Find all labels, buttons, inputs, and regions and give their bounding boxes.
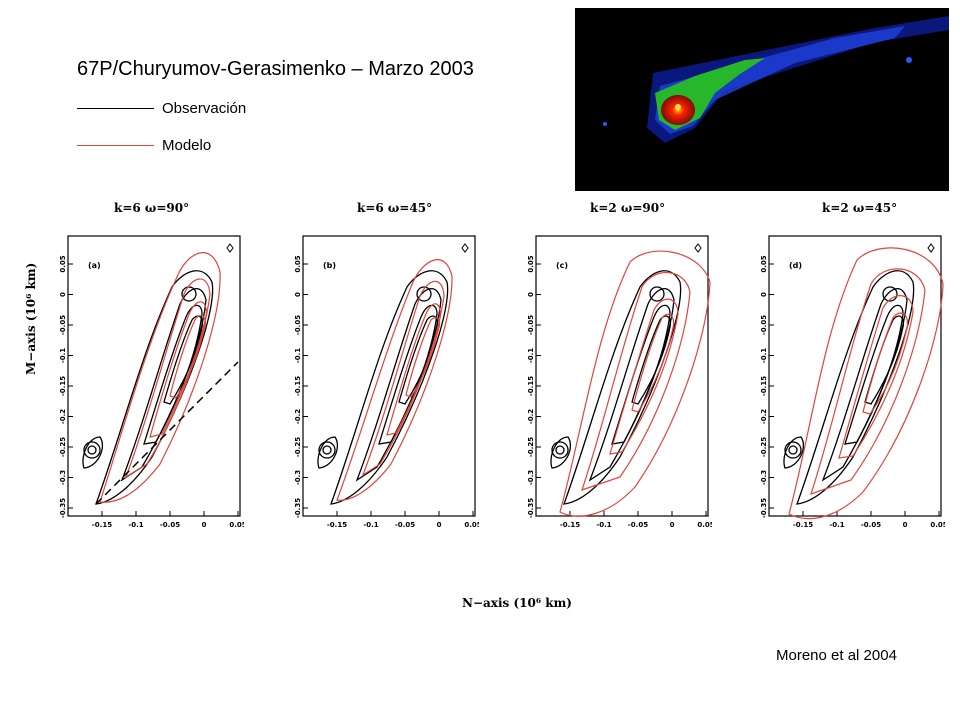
y-tick-label: -0.25 [59, 437, 67, 457]
y-tick-label: -0.35 [760, 498, 768, 518]
x-tick-label: -0.1 [829, 521, 844, 529]
plot-frame [768, 235, 942, 517]
y-tick-label: 0 [760, 292, 768, 297]
x-tick-label: -0.15 [92, 521, 112, 529]
x-tick-label: -0.05 [395, 521, 415, 529]
y-tick-label: -0.3 [760, 470, 768, 485]
y-tick-label: 0 [59, 292, 67, 297]
contour-panel-c: 0.05 0 -0.05 -0.1 -0.15 -0.2 -0.25 -0.3 -0.35 -0.… [527, 235, 712, 529]
y-tick-label: -0.1 [760, 348, 768, 363]
comet-image [575, 8, 949, 191]
y-tick-label: -0.35 [59, 498, 67, 518]
y-tick-label: -0.2 [760, 409, 768, 424]
y-tick-label: -0.1 [294, 348, 302, 363]
x-tick-label: 0.05 [697, 521, 712, 529]
x-tick-label: 0 [202, 521, 207, 529]
corner-marker [694, 243, 702, 253]
panel-d-heading: k=2 ω=45° [822, 201, 898, 215]
x-tick-label: -0.05 [861, 521, 881, 529]
legend-observation: Observación [77, 98, 246, 118]
y-axis-label: M−axis (10⁶ km) [24, 262, 38, 375]
model-contours-a [99, 252, 221, 503]
panel-a-tag: (a) [88, 261, 101, 270]
panel-b-tag: (b) [323, 261, 336, 270]
legend-observation-line [77, 107, 154, 109]
y-tick-label: -0.35 [294, 498, 302, 518]
model-contours-b [336, 259, 453, 501]
y-tick-label: -0.25 [527, 437, 535, 457]
y-tick-label: -0.35 [527, 498, 535, 518]
y-tick-label: -0.2 [294, 409, 302, 424]
x-tick-label: -0.05 [160, 521, 180, 529]
x-tick-label: 0 [670, 521, 675, 529]
y-tick-label: -0.3 [294, 470, 302, 485]
y-tick-label: -0.3 [59, 470, 67, 485]
panel-a-heading: k=6 ω=90° [114, 201, 190, 215]
plot-frame [302, 235, 476, 517]
contour-panel-d: 0.05 0 -0.05 -0.1 -0.15 -0.2 -0.25 -0.3 -0.35 -0.… [760, 235, 945, 529]
legend-model-label: Modelo [162, 136, 212, 154]
x-tick-label: -0.15 [560, 521, 580, 529]
contour-panel-b: 0.05 0 -0.05 -0.1 -0.15 -0.2 -0.25 -0.3 -0.35 -0.… [294, 235, 479, 529]
x-tick-label: -0.1 [363, 521, 378, 529]
corner-marker [927, 243, 935, 253]
y-tick-label: -0.15 [294, 376, 302, 396]
y-tick-label: -0.1 [59, 348, 67, 363]
x-tick-label: 0.05 [229, 521, 244, 529]
x-tick-label: -0.1 [128, 521, 143, 529]
x-tick-label: 0 [437, 521, 442, 529]
x-tick-label: -0.15 [327, 521, 347, 529]
x-axis-label: N−axis (10⁶ km) [462, 596, 572, 610]
panel-c-tag: (c) [556, 261, 568, 270]
citation: Moreno et al 2004 [776, 647, 897, 664]
dashed-line-a [95, 361, 239, 505]
y-tick-label: -0.3 [527, 470, 535, 485]
x-tick-label: 0 [903, 521, 908, 529]
plot-frame [535, 235, 709, 517]
y-tick-label: 0.05 [527, 255, 535, 272]
y-tick-label: -0.2 [527, 409, 535, 424]
panel-d-tag: (d) [789, 261, 802, 270]
contour-panel-a: 0.05 0 -0.05 -0.1 -0.15 -0.2 -0.25 -0.3 -0.35 -0.… [59, 235, 244, 529]
plot-frame [67, 235, 241, 517]
observation-contours-d [783, 270, 915, 505]
legend-model-line [77, 144, 154, 146]
legend-observation-label: Observación [162, 99, 247, 117]
y-tick-label: 0.05 [294, 255, 302, 272]
corner-marker [461, 243, 469, 253]
x-tick-label: -0.1 [596, 521, 611, 529]
panel-b-heading: k=6 ω=45° [357, 201, 433, 215]
panel-c-heading: k=2 ω=90° [590, 201, 666, 215]
x-tick-label: -0.05 [628, 521, 648, 529]
y-tick-label: 0.05 [59, 255, 67, 272]
x-tick-label: 0.05 [464, 521, 479, 529]
model-contours-c [559, 250, 711, 517]
corner-marker [226, 243, 234, 253]
y-tick-label: 0 [527, 292, 535, 297]
y-tick-label: -0.05 [294, 315, 302, 335]
y-tick-label: -0.25 [294, 437, 302, 457]
y-tick-label: 0.05 [760, 255, 768, 272]
y-tick-label: -0.05 [760, 315, 768, 335]
y-tick-label: -0.25 [760, 437, 768, 457]
figure-title: 67P/Churyumov-Gerasimenko – Marzo 2003 [77, 58, 474, 80]
y-tick-label: -0.2 [59, 409, 67, 424]
y-tick-label: -0.05 [59, 315, 67, 335]
y-tick-label: -0.15 [59, 376, 67, 396]
y-tick-label: -0.15 [760, 376, 768, 396]
y-tick-label: 0 [294, 292, 302, 297]
y-tick-label: -0.05 [527, 315, 535, 335]
legend-model: Modelo [77, 135, 211, 155]
y-tick-label: -0.1 [527, 348, 535, 363]
x-tick-label: -0.15 [793, 521, 813, 529]
y-tick-label: -0.15 [527, 376, 535, 396]
model-contours-d [788, 247, 944, 520]
x-tick-label: 0.05 [930, 521, 945, 529]
observation-contours-b [317, 270, 449, 505]
